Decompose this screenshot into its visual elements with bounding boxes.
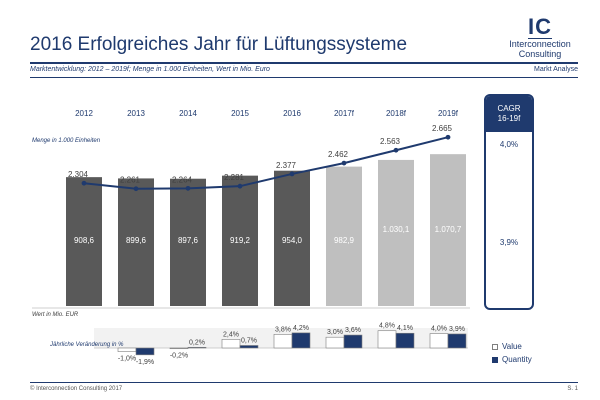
quantity-data-label: 2.665: [432, 124, 453, 133]
change-quantity-bar-label: 0,2%: [189, 339, 205, 346]
value-bar: [378, 159, 414, 306]
change-quantity-bar: [291, 332, 311, 349]
change-value-bar: [429, 333, 449, 349]
quantity-data-label: 2.261: [120, 176, 141, 185]
change-value-bar-label: 2,4%: [223, 331, 239, 338]
change-quantity-bar-label: 4,1%: [397, 325, 413, 332]
change-quantity-bar-label: 3,6%: [345, 327, 361, 334]
change-quantity-bar: [395, 332, 415, 349]
quantity-point: [341, 160, 347, 166]
change-quantity-bar-label: 0,7%: [241, 337, 257, 344]
quantity-point: [237, 183, 243, 189]
change-value-bar: [169, 347, 189, 350]
quantity-point: [289, 171, 295, 177]
value-data-label: 1.030,1: [383, 225, 410, 234]
value-bar: [66, 177, 102, 306]
x-tick-label: 2012: [75, 109, 93, 118]
quantity-point: [445, 134, 451, 140]
section-label: Markt Analyse: [534, 66, 578, 73]
subtitle-divider: [30, 77, 578, 78]
change-quantity-bar: [187, 346, 207, 349]
change-chart-title: Jährliche Veränderung in %: [49, 342, 124, 348]
page-title: 2016 Erfolgreiches Jahr für Lüftungssyst…: [30, 34, 408, 55]
x-tick-label: 2016: [283, 109, 301, 118]
x-tick-label: 2018f: [386, 109, 407, 118]
quantity-point: [133, 186, 139, 192]
value-bar: [430, 154, 466, 306]
value-bar: [118, 178, 154, 306]
quantity-line: [83, 136, 449, 190]
logo-text-line2: Consulting: [518, 49, 562, 59]
change-quantity-bar-label: -1,9%: [136, 359, 154, 366]
legend-value-label: Value: [502, 342, 522, 351]
value-bar: [222, 175, 258, 306]
x-tick-label: 2017f: [334, 109, 355, 118]
x-tick-label: 2013: [127, 109, 145, 118]
change-value-bar: [377, 330, 397, 349]
logo-mark: IC: [528, 14, 552, 39]
cagr-box: CAGR 16-19f 4,0% 3,9%: [484, 94, 534, 310]
cagr-quantity: 4,0%: [499, 140, 519, 149]
value-bar: [170, 178, 206, 306]
quantity-data-label: 2.304: [68, 170, 89, 179]
value-data-label: 954,0: [282, 236, 303, 245]
value-data-label: 919,2: [230, 236, 251, 245]
change-quantity-bar: [239, 345, 259, 349]
x-tick-label: 2015: [231, 109, 249, 118]
x-tick-label: 2014: [179, 109, 197, 118]
value-data-label: 982,9: [334, 236, 355, 245]
quantity-data-label: 2.462: [328, 150, 349, 159]
quantity-point: [393, 147, 399, 153]
page-subtitle: Marktentwicklung: 2012 – 2019f; Menge in…: [30, 66, 270, 73]
legend-quantity: Quantity: [492, 355, 532, 364]
change-quantity-bar-label: 3,9%: [449, 326, 465, 333]
change-value-bar-label: -0,2%: [170, 353, 188, 360]
logo: IC Interconnection Consulting: [502, 14, 578, 60]
legend-quantity-swatch: [492, 356, 498, 363]
value-data-label: 1.070,7: [435, 225, 462, 234]
quantity-data-label: 2.563: [380, 137, 401, 146]
change-quantity-bar: [343, 334, 363, 349]
change-value-bar-label: 3,8%: [275, 326, 291, 333]
value-bar: [326, 166, 362, 306]
change-value-bar: [273, 334, 293, 349]
change-quantity-bar: [447, 333, 467, 349]
cagr-header-period: 16-19f: [497, 114, 521, 123]
footer-divider: [30, 382, 578, 383]
change-value-bar: [117, 347, 137, 352]
value-bar: [274, 170, 310, 306]
legend-value-swatch: [492, 343, 498, 350]
cagr-value: 3,9%: [499, 238, 519, 247]
cagr-header: CAGR 16-19f: [486, 96, 532, 132]
quantity-data-label: 2.377: [276, 161, 297, 170]
value-data-label: 908,6: [74, 236, 95, 245]
legend-value: Value: [492, 342, 522, 351]
main-bar-chart: 2012 908,6 2013 899,6 2014 897,6 2015 919,2 2016…: [32, 109, 470, 318]
cagr-header-label: CAGR: [497, 104, 521, 113]
change-quantity-bar-label: 4,2%: [293, 325, 309, 332]
legend-quantity-label: Quantity: [502, 355, 532, 364]
change-value-bar-label: -1,0%: [118, 356, 136, 363]
x-tick-label: 2019f: [438, 109, 459, 118]
change-bar-chart: Jährliche Veränderung in % -1,0% -1,9% -0,2…: [49, 323, 468, 366]
page-number: S. 1: [567, 386, 578, 392]
quantity-point: [185, 185, 191, 191]
line-series-label: Menge in 1.000 Einheiten: [32, 138, 101, 144]
quantity-data-label: 2.264: [172, 175, 193, 184]
quantity-data-label: 2.281: [224, 173, 245, 182]
value-data-label: 897,6: [178, 236, 199, 245]
change-value-bar-label: 4,8%: [379, 323, 395, 330]
change-value-bar: [221, 339, 241, 349]
change-value-bar-label: 3,0%: [327, 329, 343, 336]
change-value-bar: [325, 336, 345, 349]
footer-copyright: © Interconnection Consulting 2017: [30, 386, 123, 392]
value-data-label: 899,6: [126, 236, 147, 245]
y-axis-label: Wert in Mio. EUR: [32, 312, 79, 318]
quantity-point: [81, 180, 87, 186]
title-divider: [30, 62, 578, 64]
change-value-bar-label: 4,0%: [431, 326, 447, 333]
change-quantity-bar: [135, 347, 155, 356]
logo-text-line1: Interconnection: [509, 39, 571, 49]
